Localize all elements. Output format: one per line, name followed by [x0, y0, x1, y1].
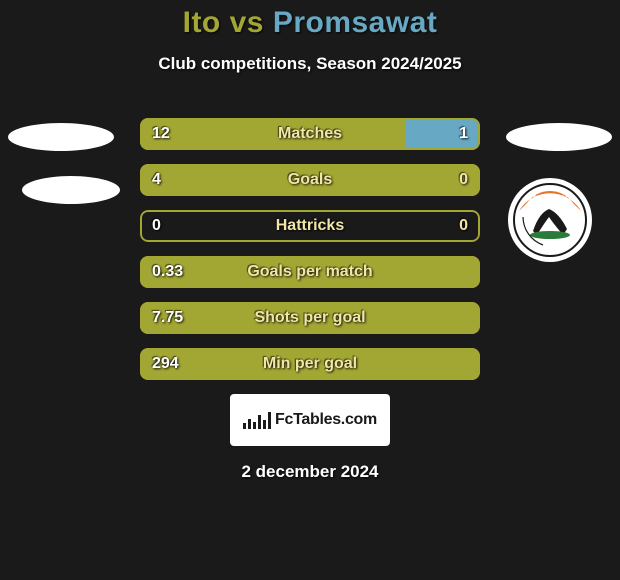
- stat-row: 0.33Goals per match: [140, 256, 480, 288]
- stat-label: Min per goal: [140, 348, 480, 380]
- date-label: 2 december 2024: [0, 462, 620, 482]
- stat-label: Goals per match: [140, 256, 480, 288]
- stat-label: Shots per goal: [140, 302, 480, 334]
- page-title: Ito vs Promsawat: [0, 0, 620, 40]
- stat-label: Hattricks: [140, 210, 480, 242]
- stat-row: 00Hattricks: [140, 210, 480, 242]
- stat-label: Goals: [140, 164, 480, 196]
- stat-label: Matches: [140, 118, 480, 150]
- fctables-label: FcTables.com: [275, 411, 377, 429]
- stat-row: 121Matches: [140, 118, 480, 150]
- stat-row: 294Min per goal: [140, 348, 480, 380]
- fctables-badge[interactable]: FcTables.com: [230, 394, 390, 446]
- subtitle: Club competitions, Season 2024/2025: [0, 54, 620, 74]
- title-right: Promsawat: [273, 6, 438, 39]
- stats-bars: 121Matches 40Goals 00Hattricks 0.33Goals pe…: [0, 118, 620, 380]
- stat-row: 40Goals: [140, 164, 480, 196]
- fctables-bars-icon: [243, 411, 271, 429]
- title-left: Ito: [183, 6, 221, 39]
- title-vs: vs: [221, 6, 273, 39]
- stat-row: 7.75Shots per goal: [140, 302, 480, 334]
